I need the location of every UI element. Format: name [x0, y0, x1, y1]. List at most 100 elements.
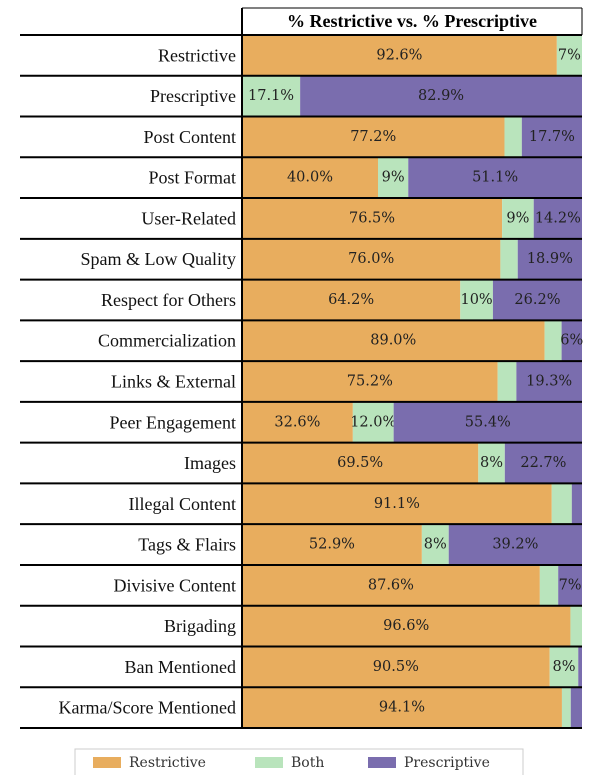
- bar-segment: [242, 157, 378, 199]
- value-label: 90.5%: [373, 659, 419, 675]
- bar-segment: [504, 116, 522, 158]
- legend-swatch: [93, 757, 121, 768]
- value-label: 26.2%: [514, 292, 560, 308]
- row-label: Tags & Flairs: [138, 535, 236, 555]
- row-label: Respect for Others: [101, 290, 236, 310]
- bar-segment: [561, 687, 571, 728]
- bar-segment: [242, 524, 422, 565]
- value-label: 9%: [506, 210, 529, 226]
- value-label: 96.6%: [383, 618, 429, 634]
- value-label: 17.1%: [248, 88, 294, 104]
- bar-segment: [533, 198, 582, 239]
- value-label: 77.2%: [350, 129, 396, 145]
- bar-segment: [556, 35, 582, 76]
- bar-segment: [570, 687, 582, 728]
- bar-segment: [517, 238, 582, 280]
- bar-segment: [242, 401, 353, 443]
- value-label: 12.0%: [350, 414, 396, 430]
- bar-segment: [521, 116, 582, 158]
- bar-segment: [421, 524, 449, 565]
- row-label: Images: [184, 453, 236, 473]
- bar-segment: [242, 605, 571, 647]
- row-label: Post Format: [148, 168, 236, 188]
- legend-swatch: [255, 757, 283, 768]
- bar-segment: [448, 524, 582, 565]
- bar-segment: [242, 198, 503, 239]
- bar-segment: [242, 564, 540, 606]
- legend-swatch: [368, 757, 396, 768]
- bar-segment: [578, 646, 582, 688]
- bar-segment: [242, 687, 562, 728]
- value-label: 9%: [382, 170, 405, 186]
- bar-segment: [393, 401, 582, 443]
- bar-segment: [558, 564, 582, 606]
- chart-title: % Restrictive vs. % Prescriptive: [287, 11, 537, 31]
- value-label: 76.5%: [349, 210, 395, 226]
- value-label: 87.6%: [368, 577, 414, 593]
- value-label: 39.2%: [492, 537, 538, 553]
- row-label: Ban Mentioned: [125, 657, 236, 677]
- value-label: 22.7%: [520, 455, 566, 471]
- bar-segment: [242, 320, 545, 362]
- value-label: 76.0%: [348, 251, 394, 267]
- value-label: 10%: [460, 292, 492, 308]
- bar-segment: [242, 361, 498, 402]
- bar-segment: [242, 75, 301, 117]
- legend-box: [74, 748, 524, 775]
- legend-label: Both: [291, 755, 324, 771]
- row-label: User-Related: [141, 208, 236, 228]
- bar-segment: [300, 75, 582, 117]
- bar-segment: [544, 320, 562, 362]
- bar-segment: [570, 605, 582, 647]
- bar-segment: [571, 483, 582, 525]
- row-label: Restrictive: [158, 45, 236, 65]
- row-label: Commercialization: [98, 331, 236, 351]
- value-label: 75.2%: [347, 374, 393, 390]
- bar-segment: [242, 442, 479, 484]
- row-label: Spam & Low Quality: [81, 249, 237, 269]
- value-label: 94.1%: [379, 700, 425, 716]
- value-label: 14.2%: [535, 210, 581, 226]
- value-label: 92.6%: [376, 47, 422, 63]
- row-label: Divisive Content: [114, 575, 237, 595]
- bar-segment: [492, 279, 582, 321]
- bar-segment: [242, 35, 557, 76]
- bar-segment: [500, 238, 518, 280]
- legend-label: Restrictive: [129, 755, 206, 771]
- bar-segment: [502, 198, 534, 239]
- value-label: 8%: [552, 659, 575, 675]
- bar-segment: [242, 238, 501, 280]
- value-label: 40.0%: [287, 170, 333, 186]
- bar-segment: [549, 646, 579, 688]
- bar-segment: [408, 157, 582, 199]
- bar-segment: [504, 442, 582, 484]
- value-label: 91.1%: [374, 496, 420, 512]
- row-label: Post Content: [143, 127, 236, 147]
- legend-label: Prescriptive: [404, 755, 490, 771]
- value-label: 7%: [558, 47, 581, 63]
- value-label: 8%: [480, 455, 503, 471]
- value-label: 32.6%: [274, 414, 320, 430]
- row-label: Karma/Score Mentioned: [59, 698, 236, 718]
- bar-segment: [478, 442, 505, 484]
- value-label: 69.5%: [337, 455, 383, 471]
- bar-segment: [242, 279, 461, 321]
- bar-segment: [460, 279, 493, 321]
- bar-segment: [352, 401, 394, 443]
- row-label: Links & External: [111, 372, 236, 392]
- value-label: 64.2%: [328, 292, 374, 308]
- bar-segment: [539, 564, 559, 606]
- value-label: 82.9%: [418, 88, 464, 104]
- value-label: 55.4%: [465, 414, 511, 430]
- value-label: 6%: [560, 333, 583, 349]
- bar-segment: [242, 646, 550, 688]
- value-label: 17.7%: [529, 129, 575, 145]
- value-label: 89.0%: [370, 333, 416, 349]
- value-label: 18.9%: [527, 251, 573, 267]
- row-label: Prescriptive: [150, 86, 236, 106]
- bar-segment: [378, 157, 409, 199]
- value-label: 51.1%: [472, 170, 518, 186]
- bar-segment: [516, 361, 582, 402]
- row-label: Brigading: [164, 616, 236, 636]
